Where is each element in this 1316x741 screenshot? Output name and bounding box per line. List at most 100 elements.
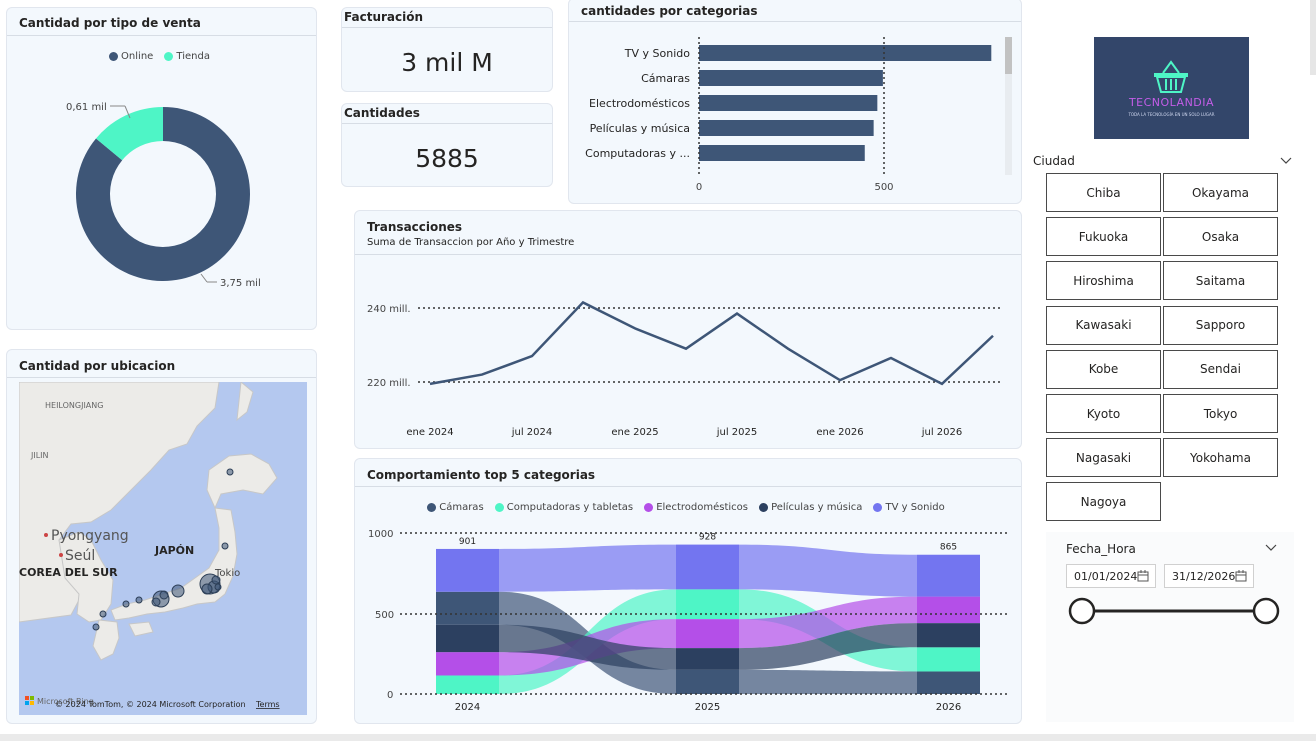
fecha-title: Fecha_Hora bbox=[1066, 542, 1136, 556]
ribbon-segment-4-0[interactable] bbox=[436, 549, 499, 592]
line-x-label-4: ene 2026 bbox=[816, 427, 863, 438]
cantidades-value: 5885 bbox=[342, 144, 552, 173]
ribbon-flow-4-0[interactable] bbox=[499, 545, 676, 592]
logo-name: TECNOLANDIA bbox=[1094, 96, 1249, 109]
bar-2[interactable] bbox=[699, 95, 877, 111]
ribbon-flow-4-1[interactable] bbox=[739, 545, 917, 597]
city-button-okayama[interactable]: Okayama bbox=[1163, 173, 1278, 212]
categories-bar-chart[interactable]: TV y Sonido Cámaras Electrodomésticos Pelíc… bbox=[569, 0, 1023, 205]
city-button-sapporo[interactable]: Sapporo bbox=[1163, 306, 1278, 345]
ribbon-segment-2-2[interactable] bbox=[917, 597, 980, 624]
map-title: Cantidad por ubicacion bbox=[19, 359, 175, 373]
bubble-kawasaki[interactable] bbox=[202, 584, 212, 594]
ribbon-segment-3-0[interactable] bbox=[436, 625, 499, 652]
slider-end-handle[interactable] bbox=[1254, 599, 1278, 623]
city-button-yokohama[interactable]: Yokohama bbox=[1163, 438, 1278, 477]
bubble-sapporo[interactable] bbox=[227, 469, 233, 475]
bubble-chiba[interactable] bbox=[215, 584, 221, 590]
ribbon-flow-0-1[interactable] bbox=[739, 670, 917, 694]
ribbon-segment-0-0[interactable] bbox=[436, 592, 499, 625]
bar-label-3: Películas y música bbox=[590, 122, 690, 135]
ribbon-segment-0-2[interactable] bbox=[917, 671, 980, 694]
bubble-kobe[interactable] bbox=[152, 598, 160, 606]
facturacion-value: 3 mil M bbox=[342, 48, 552, 77]
ribbon-segment-1-0[interactable] bbox=[436, 675, 499, 694]
tecnolandia-logo: TECNOLANDIA TODA LA TECNOLOGÍA EN UN SOL… bbox=[1094, 37, 1249, 139]
city-button-kyoto[interactable]: Kyoto bbox=[1046, 394, 1161, 433]
chevron-down-icon[interactable] bbox=[1280, 157, 1292, 165]
ribbon-segment-4-1[interactable] bbox=[676, 545, 739, 590]
ribbon-x-label-0: 2024 bbox=[455, 702, 480, 713]
city-button-fukuoka[interactable]: Fukuoka bbox=[1046, 217, 1161, 256]
donut-chart[interactable]: 0,61 mil 3,75 mil bbox=[7, 8, 318, 331]
ribbon-segment-4-2[interactable] bbox=[917, 555, 980, 597]
city-button-nagoya[interactable]: Nagoya bbox=[1046, 482, 1161, 521]
bubble-nagasaki[interactable] bbox=[93, 624, 99, 630]
top5-card: Comportamiento top 5 categorias Cámaras … bbox=[354, 458, 1022, 724]
bubble-okayama[interactable] bbox=[136, 597, 142, 603]
city-button-chiba[interactable]: Chiba bbox=[1046, 173, 1161, 212]
end-date-value: 31/12/2026 bbox=[1172, 570, 1235, 583]
city-button-saitama[interactable]: Saitama bbox=[1163, 261, 1278, 300]
bubble-fukuoka[interactable] bbox=[100, 611, 106, 617]
line-y-220: 220 mill. bbox=[367, 378, 411, 389]
ribbon-segment-0-1[interactable] bbox=[676, 670, 739, 694]
ribbon-segment-3-1[interactable] bbox=[676, 648, 739, 670]
bubble-nagoya[interactable] bbox=[172, 585, 184, 597]
transacciones-line-chart[interactable]: 240 mill. 220 mill. ene 2024 jul 2024 ene … bbox=[355, 211, 1023, 450]
bubble-sendai[interactable] bbox=[222, 543, 228, 549]
city-button-tokyo[interactable]: Tokyo bbox=[1163, 394, 1278, 433]
location-map[interactable]: HEILONGJIANG JILIN Pyongyang Seúl COREA … bbox=[19, 382, 307, 715]
start-date-input[interactable]: 01/01/2024 bbox=[1066, 564, 1156, 588]
bubble-kyoto[interactable] bbox=[160, 591, 168, 599]
calendar-icon[interactable] bbox=[1137, 570, 1149, 582]
sales-type-card: Cantidad por tipo de venta Online Tienda… bbox=[6, 7, 317, 330]
honshu bbox=[111, 508, 237, 620]
ribbon-y-1000: 1000 bbox=[368, 529, 393, 540]
ribbon-y-500: 500 bbox=[375, 610, 394, 621]
city-button-nagasaki[interactable]: Nagasaki bbox=[1046, 438, 1161, 477]
bar-tick-0: 0 bbox=[696, 182, 702, 193]
fecha-chevron-down-icon[interactable] bbox=[1265, 544, 1277, 552]
map-card: Cantidad por ubicacion HEILONGJIANG JILI… bbox=[6, 349, 317, 724]
bubble-saitama[interactable] bbox=[212, 576, 220, 584]
bar-4[interactable] bbox=[699, 145, 865, 161]
city-button-kawasaki[interactable]: Kawasaki bbox=[1046, 306, 1161, 345]
map-label-japon: JAPÓN bbox=[154, 544, 194, 557]
ribbon-x-label-2: 2026 bbox=[936, 702, 961, 713]
ribbon-segment-3-2[interactable] bbox=[917, 623, 980, 647]
ribbon-total-1: 928 bbox=[699, 533, 716, 543]
page-right-edge bbox=[1310, 0, 1316, 75]
bar-label-2: Electrodomésticos bbox=[589, 97, 690, 110]
bar-scrollbar-thumb[interactable] bbox=[1005, 37, 1012, 74]
calendar-icon[interactable] bbox=[1235, 570, 1247, 582]
ribbon-y-0: 0 bbox=[387, 690, 393, 701]
line-series[interactable] bbox=[430, 302, 993, 383]
ribbon-segment-2-1[interactable] bbox=[676, 619, 739, 648]
end-date-input[interactable]: 31/12/2026 bbox=[1164, 564, 1254, 588]
city-button-hiroshima[interactable]: Hiroshima bbox=[1046, 261, 1161, 300]
ribbon-segment-1-2[interactable] bbox=[917, 647, 980, 671]
line-x-label-2: ene 2025 bbox=[611, 427, 658, 438]
bar-0[interactable] bbox=[699, 45, 991, 61]
line-x-label-3: jul 2025 bbox=[716, 427, 758, 438]
map-label-corea: COREA DEL SUR bbox=[19, 566, 118, 579]
bubble-hiroshima[interactable] bbox=[123, 601, 129, 607]
bar-1[interactable] bbox=[699, 70, 883, 86]
logo-tagline: TODA LA TECNOLOGÍA EN UN SOLO LUGAR bbox=[1094, 112, 1249, 117]
bar-tick-500: 500 bbox=[874, 182, 893, 193]
map-terms-link[interactable]: Terms bbox=[255, 700, 280, 709]
facturacion-card: Facturación 3 mil M bbox=[341, 7, 553, 92]
city-button-kobe[interactable]: Kobe bbox=[1046, 350, 1161, 389]
slider-start-handle[interactable] bbox=[1070, 599, 1094, 623]
city-button-osaka[interactable]: Osaka bbox=[1163, 217, 1278, 256]
ribbon-chart[interactable]: 1000 500 0 901 2024 928 2025 865 2026 bbox=[355, 459, 1023, 725]
date-range-slider[interactable] bbox=[1046, 592, 1294, 632]
bar-3[interactable] bbox=[699, 120, 874, 136]
city-button-sendai[interactable]: Sendai bbox=[1163, 350, 1278, 389]
fecha-slicer: Fecha_Hora 01/01/2024 31/12/2026 bbox=[1046, 532, 1294, 722]
shikoku-kyushu bbox=[93, 620, 153, 660]
ribbon-segment-2-0[interactable] bbox=[436, 652, 499, 675]
map-label-pyongyang: Pyongyang bbox=[51, 528, 129, 544]
facturacion-title: Facturación bbox=[344, 10, 423, 24]
